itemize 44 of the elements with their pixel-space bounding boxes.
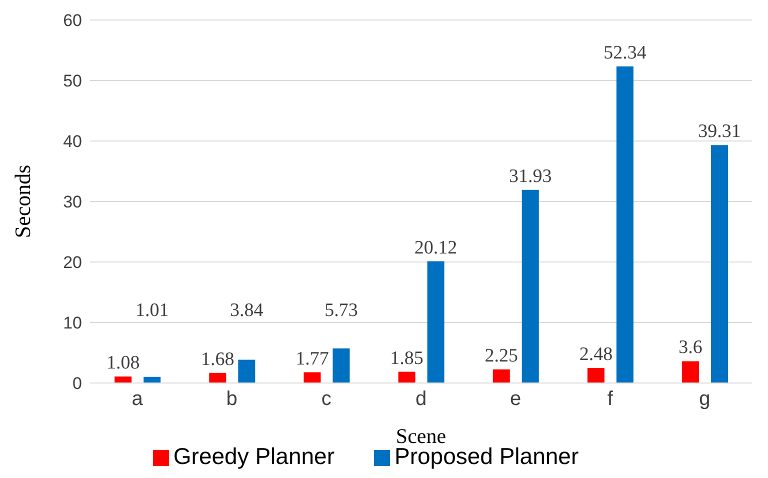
y-tick-label: 50: [63, 72, 82, 91]
bar: [616, 66, 634, 383]
y-tick-label: 40: [63, 132, 82, 152]
y-tick-label: 0: [72, 374, 82, 394]
x-tick-label: a: [132, 388, 144, 410]
data-label: 39.31: [698, 121, 741, 142]
bar: [492, 369, 510, 383]
y-tick-label: 10: [63, 314, 82, 333]
data-label: 2.48: [579, 344, 613, 365]
x-tick-label: b: [226, 388, 238, 410]
x-tick-label: g: [699, 388, 710, 410]
y-axis-title: Seconds: [10, 164, 35, 238]
data-label: 1.85: [390, 348, 424, 369]
y-tick-label: 60: [63, 11, 82, 30]
data-label: 5.73: [324, 300, 358, 321]
bar: [587, 368, 604, 383]
bar: [398, 372, 416, 383]
legend-label: Greedy Planner: [173, 443, 334, 469]
bar: [238, 360, 256, 383]
bar: [304, 372, 321, 383]
data-label: 3.84: [230, 300, 264, 321]
data-label: 1.08: [106, 352, 140, 374]
data-label: 2.25: [484, 345, 518, 366]
bar: [332, 348, 350, 383]
data-label: 20.12: [414, 237, 458, 258]
bar: [711, 145, 728, 383]
x-tick-label: d: [415, 388, 427, 410]
x-tick-label: e: [510, 388, 522, 410]
x-tick-label: c: [321, 388, 332, 410]
bar: [209, 372, 226, 383]
data-label: 1.68: [201, 348, 234, 370]
y-tick-label: 30: [63, 192, 82, 212]
y-tick-label: 20: [63, 253, 82, 272]
bar: [427, 261, 444, 383]
data-label: 1.77: [296, 348, 329, 370]
bar: [682, 361, 700, 383]
x-tick-label: f: [607, 388, 614, 410]
bar: [114, 376, 132, 383]
data-label: 31.93: [509, 166, 552, 187]
bar: [522, 190, 539, 383]
bar: [144, 376, 161, 383]
data-label: 1.01: [135, 300, 169, 321]
data-label: 52.34: [604, 42, 647, 64]
data-label: 3.6: [678, 337, 702, 358]
